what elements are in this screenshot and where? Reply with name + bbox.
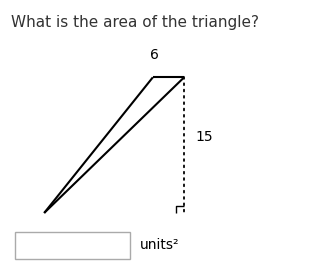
Text: 6: 6 — [150, 48, 159, 62]
Text: units²: units² — [140, 238, 179, 252]
Text: What is the area of the triangle?: What is the area of the triangle? — [11, 15, 259, 30]
Text: 15: 15 — [196, 130, 213, 144]
FancyBboxPatch shape — [15, 232, 130, 259]
